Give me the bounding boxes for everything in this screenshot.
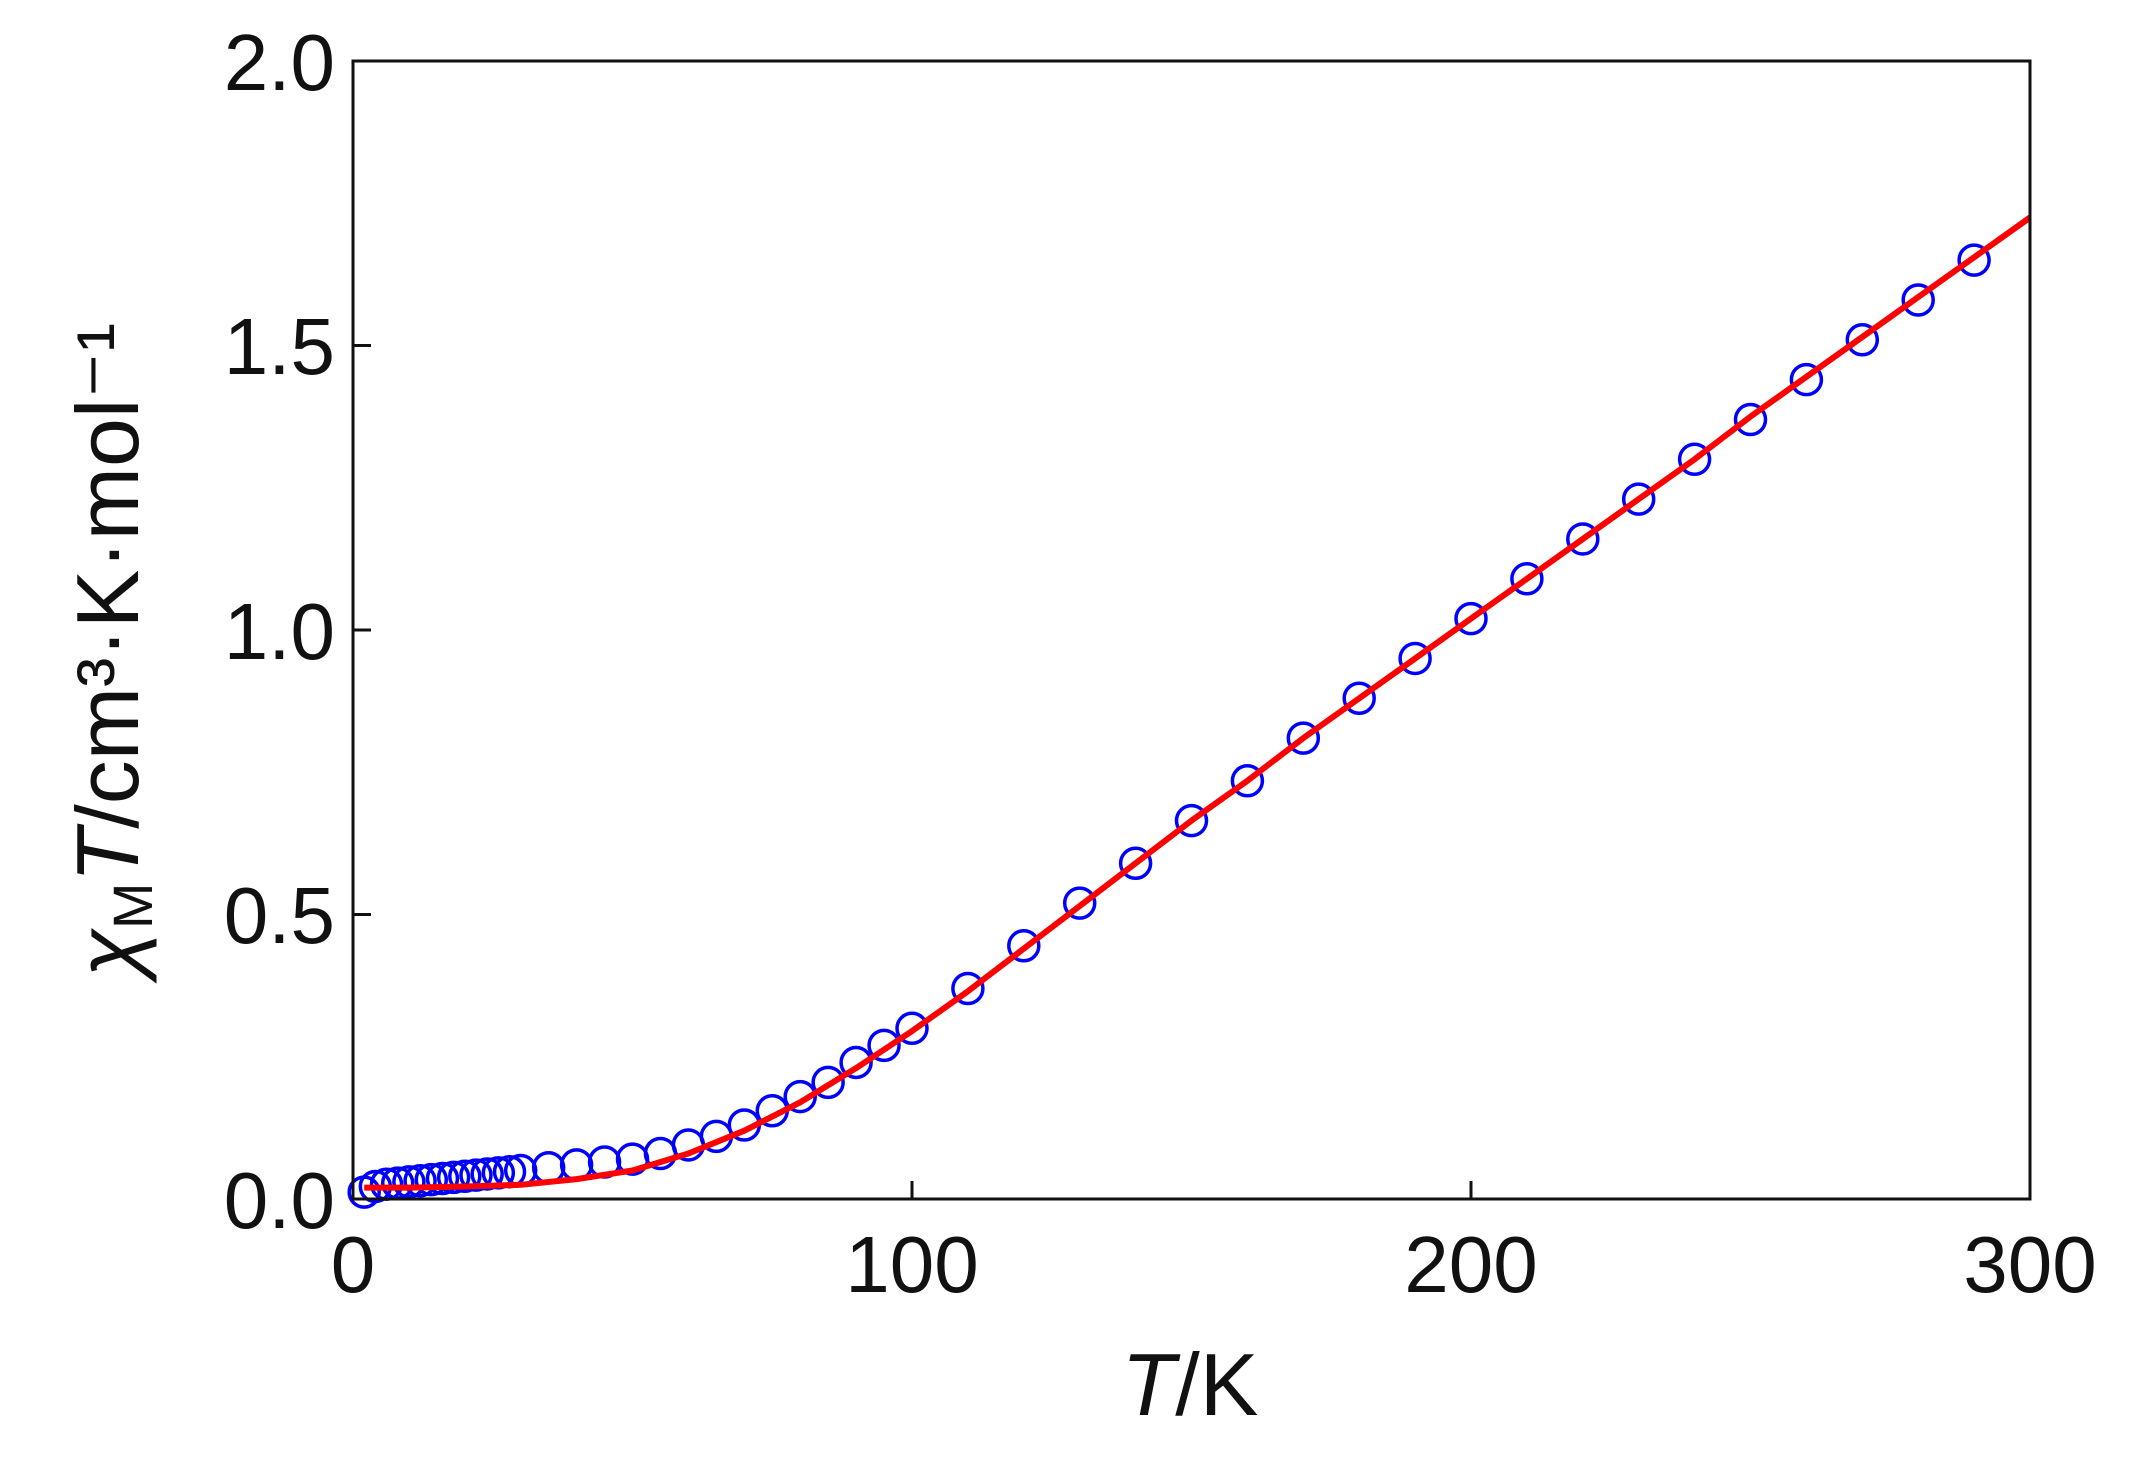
data-point	[867, 1028, 901, 1063]
data-point	[839, 1045, 873, 1080]
data-point	[1118, 846, 1153, 881]
data-point	[1789, 362, 1824, 397]
x-tick-label: 0	[331, 1220, 376, 1309]
data-point	[1398, 641, 1432, 676]
data-point	[1342, 681, 1376, 716]
data-point	[392, 1165, 426, 1199]
data-point	[1901, 283, 1935, 317]
y-tick-label: 0.0	[224, 1156, 335, 1245]
data-point	[1621, 482, 1656, 516]
data-point	[811, 1065, 845, 1100]
x-axis-label: T/K	[1122, 1335, 1259, 1434]
data-point	[425, 1161, 460, 1196]
data-point	[1454, 601, 1488, 636]
data-point	[1007, 929, 1041, 963]
data-point	[1733, 402, 1768, 437]
y-tick-label: 1.5	[224, 302, 335, 391]
data-point	[470, 1157, 504, 1191]
data-point	[403, 1164, 437, 1198]
fit-line	[364, 215, 2032, 1191]
data-point	[1286, 721, 1321, 755]
data-point	[895, 1011, 929, 1046]
data-point	[1677, 442, 1712, 477]
data-point	[1845, 323, 1880, 357]
data-point	[1566, 522, 1600, 556]
y-tick-label: 1.0	[224, 587, 335, 676]
x-tick-label: 100	[845, 1220, 978, 1309]
x-tick-label: 300	[1963, 1220, 2096, 1309]
plot-frame	[351, 59, 2032, 1201]
data-point	[459, 1158, 493, 1192]
y-tick-label: 2.0	[224, 18, 335, 107]
data-point	[951, 971, 985, 1006]
data-point	[1062, 886, 1097, 920]
ticks	[351, 59, 2032, 1201]
data-point	[436, 1160, 471, 1195]
data-point	[1174, 803, 1209, 838]
data-point	[1510, 562, 1544, 596]
data-point	[448, 1159, 482, 1193]
data-point	[414, 1162, 449, 1197]
y-tick-label: 0.5	[224, 871, 335, 960]
y-axis-label: χMT/cm³·K·mol⁻¹	[58, 323, 164, 984]
data-point	[1957, 243, 1991, 277]
data-point	[1230, 764, 1265, 798]
plot-marks	[347, 215, 2032, 1209]
x-tick-label: 200	[1404, 1220, 1537, 1309]
